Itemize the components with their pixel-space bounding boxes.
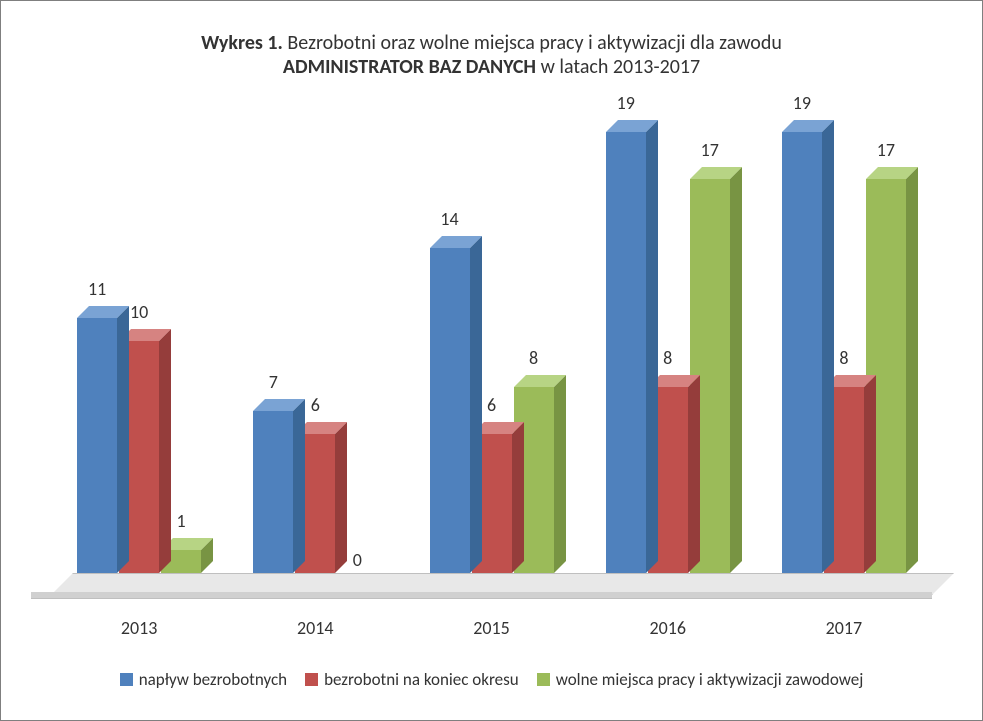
data-label: 19 bbox=[793, 92, 811, 114]
data-label: 8 bbox=[663, 347, 672, 369]
bar: 14 bbox=[430, 248, 470, 573]
legend-label: bezrobotni na koniec okresu bbox=[324, 669, 519, 690]
bar-front-face bbox=[253, 411, 293, 573]
bar-side-face bbox=[293, 399, 305, 573]
chart-title-line2-bold: ADMINISTRATOR BAZ DANYCH bbox=[283, 55, 536, 79]
data-label: 10 bbox=[130, 301, 148, 323]
bar-groups: 1110176014681981719817 bbox=[51, 109, 932, 573]
bar-side-face bbox=[117, 306, 129, 573]
x-axis-label: 2013 bbox=[51, 617, 227, 639]
chart-title-prefix: Wykres 1. bbox=[201, 31, 283, 55]
bar: 19 bbox=[606, 132, 646, 573]
data-label: 8 bbox=[839, 347, 848, 369]
bar-group: 760 bbox=[227, 109, 403, 573]
data-label: 6 bbox=[487, 394, 496, 416]
bar-group: 14 6 8 bbox=[403, 109, 579, 573]
bar-side-face bbox=[335, 422, 347, 573]
bar-side-face bbox=[906, 167, 918, 573]
data-label: 6 bbox=[311, 394, 320, 416]
legend-item: wolne miejsca pracy i aktywizacji zawodo… bbox=[537, 669, 864, 690]
data-label: 14 bbox=[440, 208, 458, 230]
bar-group: 19 8 17 bbox=[756, 109, 932, 573]
chart-floor bbox=[51, 573, 932, 593]
chart-floor-front bbox=[31, 592, 932, 599]
bar-side-face bbox=[864, 375, 876, 573]
bar: 7 bbox=[253, 411, 293, 573]
legend-swatch bbox=[305, 673, 318, 686]
chart-title-line2-rest: w latach 2013-2017 bbox=[536, 55, 700, 79]
chart-title-line-1: Wykres 1. Bezrobotni oraz wolne miejsca … bbox=[1, 31, 982, 55]
plot-area: 1110176014681981719817 bbox=[51, 109, 932, 593]
legend-item: napływ bezrobotnych bbox=[120, 669, 287, 690]
data-label: 1 bbox=[177, 510, 186, 532]
chart-title-line1-rest: Bezrobotni oraz wolne miejsca pracy i ak… bbox=[283, 31, 782, 55]
bar-front-face bbox=[77, 318, 117, 573]
x-axis-label: 2016 bbox=[580, 617, 756, 639]
data-label: 19 bbox=[617, 92, 635, 114]
legend-swatch bbox=[120, 673, 133, 686]
x-axis-label: 2015 bbox=[403, 617, 579, 639]
bar-group: 19 8 17 bbox=[580, 109, 756, 573]
bar-side-face bbox=[646, 120, 658, 573]
chart-title-line-2: ADMINISTRATOR BAZ DANYCH w latach 2013-2… bbox=[1, 55, 982, 79]
data-label: 17 bbox=[877, 139, 895, 161]
bar-side-face bbox=[470, 236, 482, 573]
bar-side-face bbox=[554, 375, 566, 573]
bar-side-face bbox=[688, 375, 700, 573]
bar: 11 bbox=[77, 318, 117, 573]
bar-side-face bbox=[159, 329, 171, 573]
legend-label: wolne miejsca pracy i aktywizacji zawodo… bbox=[556, 669, 864, 690]
data-label: 7 bbox=[269, 371, 278, 393]
legend-container: napływ bezrobotnych bezrobotni na koniec … bbox=[1, 639, 982, 720]
data-label: 11 bbox=[88, 278, 106, 300]
x-axis-label: 2017 bbox=[756, 617, 932, 639]
bar-side-face bbox=[730, 167, 742, 573]
legend-item: bezrobotni na koniec okresu bbox=[305, 669, 519, 690]
bar: 19 bbox=[782, 132, 822, 573]
data-label: 17 bbox=[701, 139, 719, 161]
x-axis-label: 2014 bbox=[227, 617, 403, 639]
legend-label: napływ bezrobotnych bbox=[139, 669, 287, 690]
x-axis: 20132014201520162017 bbox=[51, 617, 932, 639]
data-label: 8 bbox=[529, 347, 538, 369]
bar-side-face bbox=[822, 120, 834, 573]
chart-frame: Wykres 1. Bezrobotni oraz wolne miejsca … bbox=[0, 0, 983, 721]
chart-title: Wykres 1. Bezrobotni oraz wolne miejsca … bbox=[1, 1, 982, 89]
legend-swatch bbox=[537, 673, 550, 686]
legend: napływ bezrobotnych bezrobotni na koniec … bbox=[120, 669, 864, 690]
bar-front-face bbox=[782, 132, 822, 573]
data-label: 0 bbox=[353, 549, 362, 571]
bar-front-face bbox=[606, 132, 646, 573]
bar-front-face bbox=[430, 248, 470, 573]
bar-side-face bbox=[512, 422, 524, 573]
bar-group: 11 10 1 bbox=[51, 109, 227, 573]
